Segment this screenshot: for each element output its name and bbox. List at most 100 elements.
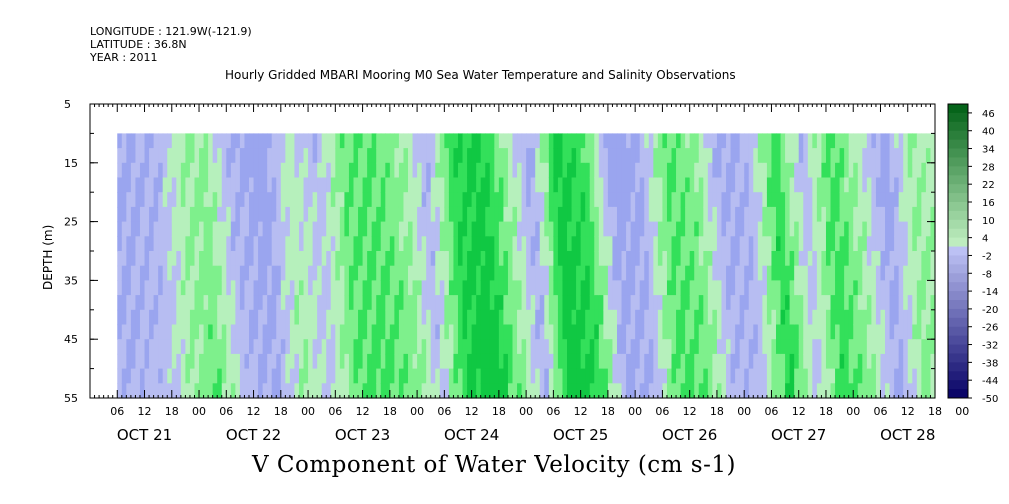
heatmap-cell <box>203 206 209 223</box>
colorbar-swatch <box>948 371 968 381</box>
heatmap-cell <box>835 133 841 149</box>
heatmap-cell <box>444 236 450 252</box>
heatmap-cell <box>398 206 405 223</box>
x-hour-label: 06 <box>219 405 233 418</box>
heatmap-cell <box>753 177 759 193</box>
heatmap-cell <box>517 368 523 384</box>
heatmap-cell <box>689 280 695 296</box>
heatmap-cell <box>494 251 500 267</box>
heatmap-cell <box>657 383 664 399</box>
heatmap-cell <box>925 295 932 311</box>
heatmap-cell <box>780 236 786 252</box>
heatmap-cell <box>676 148 682 164</box>
heatmap-cell <box>553 192 559 208</box>
heatmap-cell <box>476 339 482 355</box>
heatmap-cell <box>830 162 836 179</box>
heatmap-cell <box>835 236 841 252</box>
heatmap-cell <box>562 339 568 355</box>
heatmap-cell <box>921 206 927 223</box>
heatmap-cell <box>344 162 350 179</box>
heatmap-cell <box>308 133 314 149</box>
heatmap-cell <box>676 368 682 384</box>
heatmap-cell <box>230 295 236 311</box>
heatmap-cell <box>775 206 782 223</box>
heatmap-cell <box>762 280 768 296</box>
heatmap-cell <box>785 339 791 355</box>
y-tick-label: 15 <box>64 157 78 170</box>
heatmap-cell <box>835 353 841 370</box>
heatmap-cell <box>439 324 445 340</box>
heatmap-cell <box>662 251 668 267</box>
heatmap-cell <box>635 383 641 399</box>
heatmap-cell <box>739 324 745 340</box>
heatmap-cell <box>607 236 614 252</box>
heatmap-cell <box>871 324 877 340</box>
heatmap-cell <box>389 133 395 149</box>
heatmap-cell <box>907 133 913 149</box>
heatmap-cell <box>185 339 191 355</box>
heatmap-cell <box>249 177 255 193</box>
heatmap-cell <box>930 309 936 326</box>
heatmap-cell <box>344 383 350 399</box>
heatmap-cell <box>408 148 414 164</box>
heatmap-cell <box>203 324 209 340</box>
heatmap-cell <box>735 221 741 237</box>
heatmap-cell <box>471 206 477 223</box>
heatmap-cell <box>676 221 682 237</box>
heatmap-cell <box>235 368 241 384</box>
heatmap-cell <box>439 353 445 370</box>
heatmap-cell <box>775 236 782 252</box>
heatmap-cell <box>612 353 618 370</box>
heatmap-cell <box>285 324 291 340</box>
heatmap-cell <box>435 309 441 326</box>
heatmap-cell <box>280 162 286 179</box>
heatmap-cell <box>158 280 164 296</box>
heatmap-cell <box>380 221 386 237</box>
heatmap-cell <box>226 162 232 179</box>
heatmap-cell <box>635 368 641 384</box>
heatmap-cell <box>576 133 582 149</box>
heatmap-cell <box>548 221 554 237</box>
heatmap-cell <box>785 265 791 281</box>
heatmap-cell <box>812 206 818 223</box>
heatmap-cell <box>666 280 673 296</box>
heatmap-cell <box>453 206 459 223</box>
heatmap-cell <box>503 280 509 296</box>
heatmap-cell <box>335 368 341 384</box>
heatmap-cell <box>544 309 550 326</box>
heatmap-cell <box>812 368 818 384</box>
heatmap-cell <box>344 368 350 384</box>
heatmap-cell <box>385 192 391 208</box>
heatmap-cell <box>185 221 191 237</box>
heatmap-cell <box>626 265 632 281</box>
heatmap-cell <box>839 236 845 252</box>
heatmap-cell <box>312 324 318 340</box>
heatmap-cell <box>685 265 691 281</box>
heatmap-cell <box>235 133 241 149</box>
heatmap-cell <box>253 221 259 237</box>
heatmap-cell <box>348 162 355 179</box>
heatmap-cell <box>830 368 836 384</box>
heatmap-cell <box>144 280 150 296</box>
heatmap-cell <box>762 177 768 193</box>
heatmap-cell <box>389 192 395 208</box>
heatmap-cell <box>812 309 818 326</box>
heatmap-cell <box>726 324 732 340</box>
heatmap-cell <box>330 177 336 193</box>
heatmap-cell <box>457 162 464 179</box>
heatmap-cell <box>476 383 482 399</box>
heatmap-cell <box>775 353 782 370</box>
heatmap-cell <box>244 162 250 179</box>
heatmap-cell <box>158 324 164 340</box>
heatmap-cell <box>280 177 286 193</box>
heatmap-cell <box>680 368 686 384</box>
heatmap-cell <box>553 295 559 311</box>
heatmap-cell <box>380 295 386 311</box>
heatmap-cell <box>885 236 891 252</box>
heatmap-cell <box>775 295 782 311</box>
heatmap-cell <box>444 206 450 223</box>
heatmap-cell <box>194 353 200 370</box>
heatmap-cell <box>894 148 900 164</box>
heatmap-cell <box>467 353 473 370</box>
heatmap-cell <box>626 148 632 164</box>
